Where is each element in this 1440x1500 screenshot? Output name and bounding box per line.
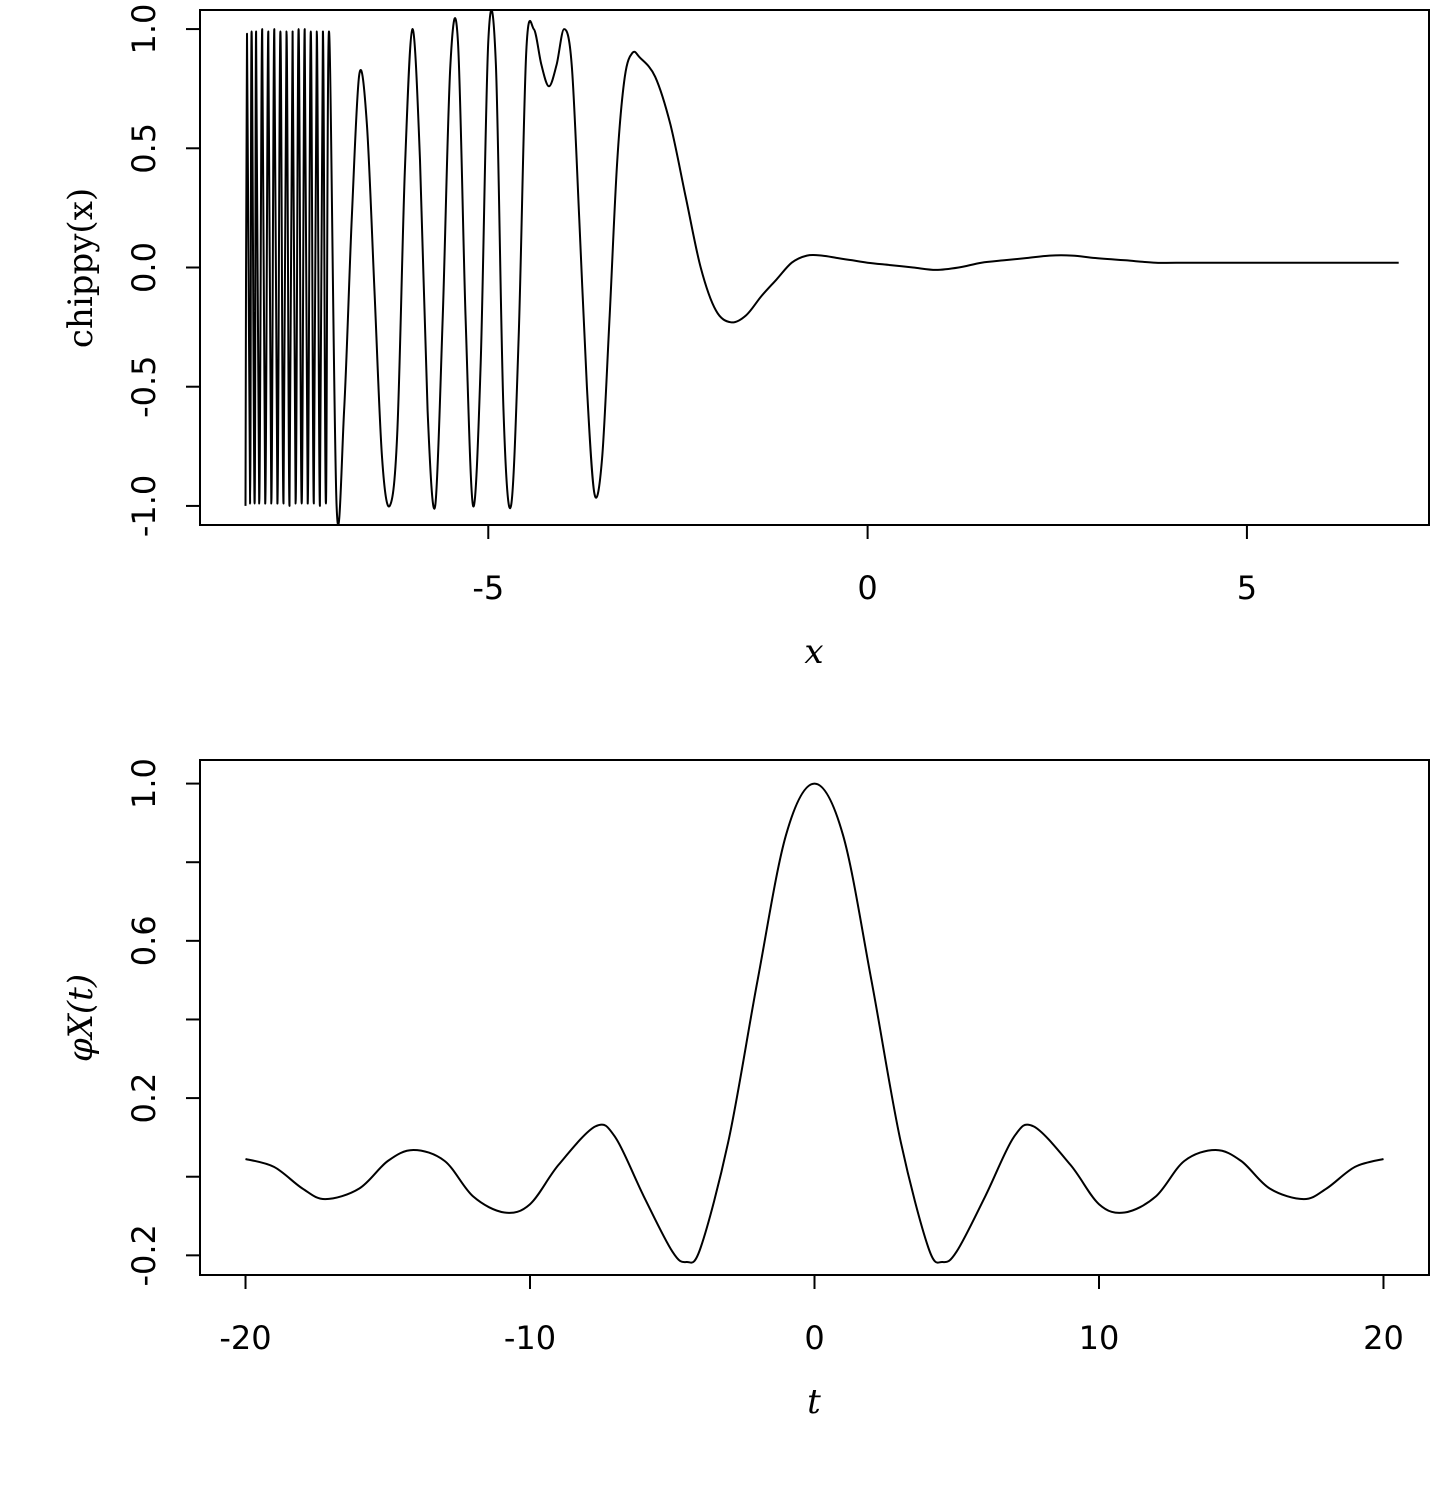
y-axis-bottom: -0.2 0.2 0.6 1.0 <box>125 758 200 1287</box>
y-tick-label: 0.2 <box>125 1073 163 1124</box>
y-tick-label: 1.0 <box>125 4 163 55</box>
x-tick-label: 20 <box>1363 1319 1404 1357</box>
x-tick-label: -20 <box>219 1319 271 1357</box>
x-tick-label: 0 <box>857 569 877 607</box>
phi-curve <box>245 782 1384 1264</box>
x-tick-label: -10 <box>504 1319 556 1357</box>
y-tick-label: 1.0 <box>125 758 163 809</box>
x-axis-top: -5 0 5 <box>472 525 1257 607</box>
y-tick-label: -1.0 <box>125 475 163 537</box>
y-tick-label: -0.2 <box>125 1224 163 1286</box>
x-tick-label: 5 <box>1237 569 1257 607</box>
x-tick-label: -5 <box>472 569 504 607</box>
y-axis-title-bottom: φX(t) <box>61 974 101 1062</box>
y-axis-top: -1.0 -0.5 0.0 0.5 1.0 <box>125 4 200 537</box>
x-tick-label: 10 <box>1079 1319 1120 1357</box>
y-tick-label: 0.0 <box>125 242 163 293</box>
plot-frame-top <box>199 9 1430 526</box>
phi-panel: -20 -10 0 10 20 -0.2 0.2 0.6 1.0 t φX(t) <box>61 758 1430 1422</box>
y-axis-title-top-text: chippy(x) <box>61 188 101 348</box>
x-axis-title-top: x <box>804 632 823 672</box>
x-axis-bottom: -20 -10 0 10 20 <box>219 1275 1404 1357</box>
y-tick-label: -0.5 <box>125 355 163 417</box>
chippy-panel: -5 0 5 -1.0 -0.5 0.0 0.5 1.0 x chippy(x) <box>61 4 1430 672</box>
y-tick-label: 0.5 <box>125 123 163 174</box>
chippy-curve <box>244 9 1399 526</box>
x-tick-label: 0 <box>804 1319 824 1357</box>
y-tick-label: 0.6 <box>125 915 163 966</box>
plot-frame-bottom <box>199 759 1430 1276</box>
x-axis-title-bottom: t <box>807 1382 821 1422</box>
y-axis-title-top: chippy(x) <box>61 188 101 348</box>
